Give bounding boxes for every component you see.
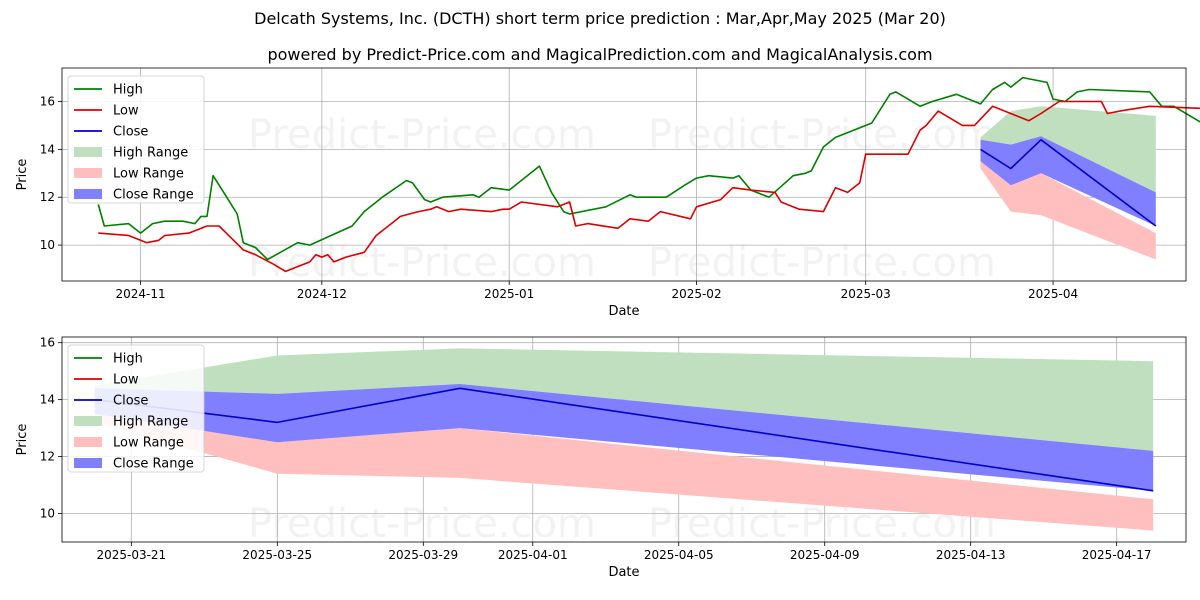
legend-label: Close Range [113, 188, 194, 203]
y-tick-label: 10 [40, 238, 55, 252]
y-tick-label: 14 [40, 393, 55, 407]
watermark-text: Predict-Price.com [248, 501, 596, 547]
low-series-line [98, 100, 1200, 273]
y-tick-label: 16 [40, 95, 55, 109]
x-tick-label: 2025-01 [484, 287, 534, 301]
forecast-frame [61, 336, 1187, 543]
legend-label: High Range [113, 146, 188, 161]
chart-subtitle: powered by Predict-Price.com and Magical… [267, 45, 933, 64]
x-axis-label: Date [608, 565, 639, 580]
y-tick-label: 12 [40, 190, 55, 204]
x-tick-label: 2025-04-17 [1082, 548, 1152, 562]
y-axis-label: Price [15, 424, 30, 456]
legend-swatch [74, 458, 102, 468]
high-series-line [97, 76, 1200, 261]
x-tick-label: 2024-11 [115, 287, 165, 301]
legend-swatch [74, 189, 102, 199]
forecast-panel: Predict-Price.comPredict-Price.comPredic… [15, 336, 1187, 580]
legend-label: High [113, 83, 143, 98]
close-range-band [980, 136, 1156, 226]
x-tick-label: 2025-03-29 [388, 548, 458, 562]
x-tick-label: 2025-04-01 [498, 548, 568, 562]
watermark-text: Predict-Price.com [248, 240, 596, 286]
low-range-band [94, 413, 1154, 531]
y-tick-label: 10 [40, 507, 55, 521]
x-tick-label: 2025-03-25 [242, 548, 312, 562]
forecast-legend: High Low Close High Range Low Range Close Ran… [67, 344, 205, 473]
legend-label: Low Range [113, 436, 184, 451]
close-range-band [94, 384, 1154, 491]
x-tick-label: 2025-03-21 [96, 548, 166, 562]
x-tick-label: 2025-04-09 [790, 548, 860, 562]
y-tick-label: 16 [40, 336, 55, 350]
chart-title: Delcath Systems, Inc. (DCTH) short term … [254, 9, 946, 28]
legend-swatch [74, 168, 102, 178]
watermark-text: Predict-Price.com [248, 112, 596, 158]
watermark-text: Predict-Price.com [648, 240, 996, 286]
history-watermarks: Predict-Price.com Predict-Price.com Predic… [248, 112, 996, 286]
x-tick-label: 2025-04 [1028, 287, 1078, 301]
x-tick-label: 2025-03 [841, 287, 891, 301]
legend-label: Close [113, 125, 148, 140]
legend-label: High [113, 352, 143, 367]
history-frame [61, 67, 1187, 282]
legend-label: Low Range [113, 167, 184, 182]
history-legend: High Low Close High Range Low Range Close Ran… [67, 75, 205, 204]
legend-label: Low [113, 373, 139, 388]
y-tick-label: 12 [40, 450, 55, 464]
x-tick-label: 2025-04-13 [936, 548, 1006, 562]
legend-swatch [74, 147, 102, 157]
high-range-band [94, 348, 1154, 451]
x-tick-label: 2024-12 [297, 287, 347, 301]
y-tick-label: 14 [40, 142, 55, 156]
history-panel: Predict-Price.com Predict-Price.com Predic… [15, 67, 1200, 319]
high-range-band [980, 106, 1156, 193]
low-range-band [980, 161, 1156, 260]
legend-label: Low [113, 104, 139, 119]
y-axis-label: Price [15, 159, 30, 191]
x-tick-label: 2025-04-05 [644, 548, 714, 562]
legend-swatch [74, 416, 102, 426]
legend-label: Close [113, 394, 148, 409]
x-axis-label: Date [608, 304, 639, 319]
legend-label: Close Range [113, 457, 194, 472]
close-series-line [980, 139, 1157, 227]
x-tick-label: 2025-02 [671, 287, 721, 301]
legend-label: High Range [113, 415, 188, 430]
legend-swatch [74, 437, 102, 447]
